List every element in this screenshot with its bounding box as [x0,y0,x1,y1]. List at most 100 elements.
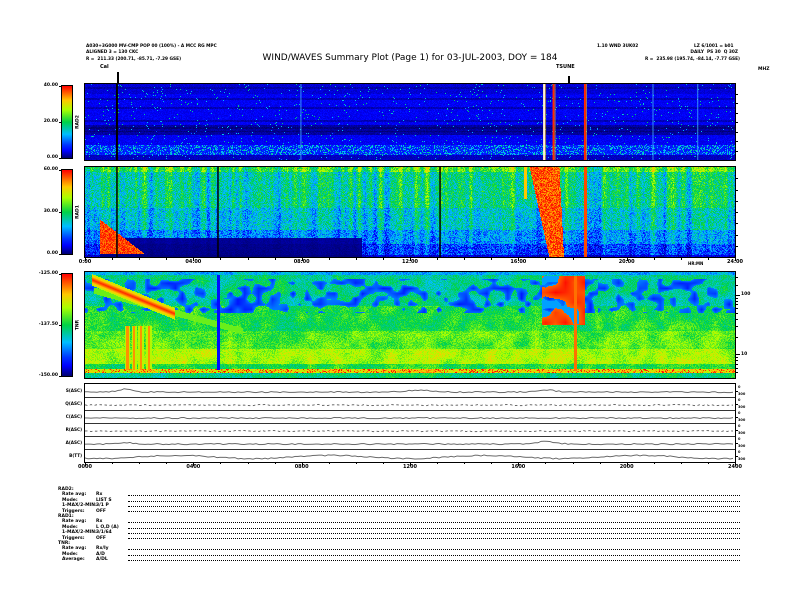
tick-mark [736,200,738,202]
tick-mark [112,257,114,260]
tick-mark [59,376,62,377]
housekeeping-right-label: 300 [738,417,746,422]
tick-mark [59,325,62,326]
colorbar-tick-label: 0.00 [46,251,58,257]
colorbar-tick-label: -125.00 [38,271,58,277]
status-value: OFF [96,535,106,541]
rad2-axis-label: RAD2 [75,115,81,129]
housekeeping-right-label: 0 [738,397,741,402]
tick-mark [59,170,62,171]
tick-mark [736,300,738,302]
housekeeping-right-label: 300 [738,391,746,396]
header-right-version: 1.10 WND 3UK02 [597,43,639,49]
status-value: Rx [96,519,103,525]
tick-mark [274,462,276,464]
tnr-colorbar [61,273,73,377]
tick-mark [491,257,493,260]
status-label: Rate avg: [62,519,87,525]
tick-mark [680,462,682,464]
tick-mark [736,189,738,191]
tick-mark [464,462,466,464]
header-right-lib: LZ 6/1001 = b01 [694,43,734,49]
tick-mark [437,257,439,260]
header-left-line1: A030+3G000 MV-CMP POP 00 (100%) - A MCC … [86,43,217,49]
status-row: 1-MAX/2-MIN: 3/1/64 [58,530,742,535]
status-value: Rx/Iy [96,546,109,552]
status-dotted-leader [128,552,740,556]
tick-mark [736,318,738,320]
housekeeping-right-label: 300 [738,430,746,435]
tick-mark [85,257,86,261]
status-label: RAD1: [58,513,74,519]
status-row: Rate avg: Rx/Iy [58,546,742,551]
header-left-position: R = 211.33 (200.71, -85.71, -7.29 GSE) [86,56,182,62]
housekeeping-right-label: 0 [738,436,741,441]
status-value: OFF [96,508,106,514]
time-axis-label: 20:00 [618,259,635,265]
housekeeping-right-label: 0 [738,410,741,415]
status-dotted-leader [128,530,740,535]
tick-mark [736,112,738,114]
tnr-right-tick-label: 10 [741,351,748,357]
status-value: 3/1 P [96,503,109,509]
tick-mark [193,257,195,261]
tick-mark [736,297,738,299]
colorbar-tick-label: 30.00 [43,209,58,215]
tnr-axis-label: TNR [75,319,81,331]
tnr-right-tick-label: 100 [741,292,751,298]
time-axis-label: 24:00 [727,259,743,265]
time-axis-label: 12:00 [402,259,418,265]
housekeeping-row-label: Q(ASC) [65,401,82,406]
tick-mark [355,257,357,260]
tick-mark [736,277,738,279]
status-dotted-leader [128,557,740,561]
rad1-axis-label: RAD1 [75,205,81,219]
status-row: Mode: L O,D (A) [58,525,742,530]
tick-mark [193,462,195,466]
tick-mark [139,257,141,260]
tick-mark [166,462,168,464]
rad2-colorbar [61,85,73,159]
tick-mark [736,103,738,104]
time-axis-label: 16:00 [510,259,527,265]
housekeeping-row-label: R(ASC) [65,427,82,432]
housekeeping-line-panels [84,383,736,463]
status-label: Rate avg: [62,492,87,498]
tick-mark [410,257,411,261]
tick-mark [247,257,249,260]
status-section-header: RAD1: [58,514,742,519]
status-label: TNR: [58,540,71,546]
bottom-axis-label: 0800 [294,464,309,470]
status-section-header: RAD2: [58,487,742,492]
tick-mark [491,462,493,464]
status-section-header: TNR: [58,541,742,546]
tick-mark [220,462,222,464]
tick-mark [735,257,736,261]
housekeeping-right-label: 0 [738,423,741,428]
time-unit-label: HR:MN [688,260,704,266]
tick-mark [736,326,738,328]
annotation-cal: Cal [100,64,109,70]
tick-mark [736,234,738,236]
status-row: Rate avg: Rx [58,492,742,497]
tick-mark [59,274,62,275]
annotation-event: TSUNE [556,64,575,70]
tick-mark [736,357,738,359]
tick-mark [736,429,738,431]
tick-mark [572,462,574,464]
tick-mark [355,462,357,464]
tick-mark [518,257,520,261]
status-value: 3/1/64 [96,530,112,536]
bottom-axis-label: 1600 [511,464,526,470]
housekeeping-row-label: B(TT) [69,453,82,458]
housekeeping-row-label: A(ASC) [65,440,82,445]
tick-mark [518,462,520,466]
status-label: Mode: [62,551,78,557]
colorbar-tick-label: -150.00 [38,373,58,379]
tick-mark [464,257,466,260]
status-value: A/DL [96,557,108,563]
tick-mark [274,257,276,260]
tick-mark [301,257,303,261]
rad1-spectrogram [84,166,736,258]
